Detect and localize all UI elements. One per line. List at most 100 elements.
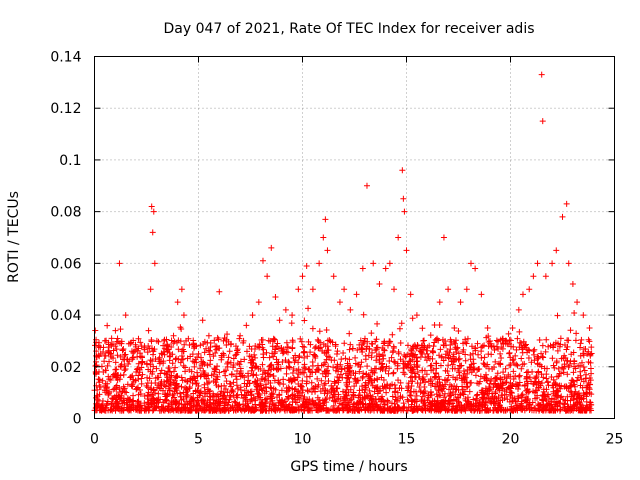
data-point — [283, 388, 290, 395]
data-point — [423, 371, 430, 378]
data-point — [331, 407, 338, 414]
data-point — [196, 403, 203, 410]
data-point — [341, 286, 348, 293]
data-point — [121, 404, 128, 411]
data-point — [259, 361, 266, 368]
data-point — [324, 388, 331, 395]
data-point — [186, 399, 193, 406]
data-point — [264, 370, 271, 377]
data-point — [194, 354, 201, 361]
data-point — [318, 377, 325, 384]
data-point — [399, 167, 406, 174]
data-point — [568, 389, 575, 396]
data-point — [315, 381, 322, 388]
data-point — [421, 403, 428, 410]
data-point — [280, 349, 287, 356]
data-point — [458, 362, 465, 369]
data-point — [392, 388, 399, 395]
data-point — [290, 365, 297, 372]
data-point — [383, 363, 390, 370]
data-point — [505, 371, 512, 378]
data-point — [180, 362, 187, 369]
data-point — [216, 369, 223, 376]
data-point — [420, 398, 427, 405]
data-point — [282, 357, 289, 364]
data-point — [183, 393, 190, 400]
data-point — [494, 407, 501, 414]
data-point — [272, 346, 279, 353]
data-point — [426, 342, 433, 349]
data-point — [538, 371, 545, 378]
data-point — [510, 368, 517, 375]
data-point — [203, 375, 210, 382]
data-point — [533, 394, 540, 401]
data-point — [534, 353, 541, 360]
data-point — [580, 346, 587, 353]
data-point — [449, 400, 456, 407]
data-point — [184, 355, 191, 362]
data-point — [569, 377, 576, 384]
data-point — [359, 265, 366, 272]
data-point — [319, 405, 326, 412]
data-point — [297, 382, 304, 389]
data-point — [301, 317, 308, 324]
data-point — [182, 401, 189, 408]
data-point — [199, 397, 206, 404]
data-point — [583, 404, 590, 411]
data-point — [258, 336, 265, 343]
data-point — [392, 359, 399, 366]
data-point — [161, 381, 168, 388]
data-point — [413, 312, 420, 319]
data-point — [369, 382, 376, 389]
data-point — [195, 350, 202, 357]
data-point — [551, 407, 558, 414]
data-point — [299, 273, 306, 280]
data-point — [323, 356, 330, 363]
data-point — [152, 390, 159, 397]
data-point — [580, 363, 587, 370]
data-point — [568, 351, 575, 358]
data-point — [351, 407, 358, 414]
grid-lines — [94, 56, 615, 419]
data-point — [155, 356, 162, 363]
data-point — [534, 260, 541, 267]
data-point — [551, 399, 558, 406]
data-point — [571, 360, 578, 367]
data-point — [283, 339, 290, 346]
data-point — [383, 389, 390, 396]
data-point — [509, 325, 516, 331]
data-point — [271, 402, 278, 409]
data-point — [308, 379, 315, 386]
data-point — [461, 402, 468, 409]
data-point — [343, 374, 350, 381]
x-tick-label: 25 — [606, 432, 624, 448]
data-point — [138, 380, 145, 387]
data-point — [214, 334, 221, 341]
data-point — [190, 397, 197, 404]
data-point — [362, 382, 369, 389]
data-point — [580, 312, 587, 319]
data-point — [474, 391, 481, 398]
data-point — [113, 394, 120, 401]
data-point — [464, 335, 471, 342]
data-point — [529, 368, 536, 375]
data-point — [215, 402, 222, 409]
data-point — [577, 344, 584, 351]
data-point — [342, 389, 349, 396]
data-point — [338, 356, 345, 363]
data-point — [472, 372, 479, 379]
data-point — [204, 362, 211, 369]
data-point — [304, 353, 311, 360]
data-point — [292, 352, 299, 359]
data-point — [494, 370, 501, 377]
data-point — [214, 363, 221, 370]
data-point — [445, 372, 452, 379]
data-point — [95, 376, 102, 383]
data-point — [188, 368, 195, 375]
data-point — [319, 385, 326, 392]
data-point — [301, 394, 308, 401]
data-point — [538, 363, 545, 370]
data-point — [301, 404, 308, 411]
data-point — [384, 381, 391, 388]
data-point — [207, 339, 214, 346]
